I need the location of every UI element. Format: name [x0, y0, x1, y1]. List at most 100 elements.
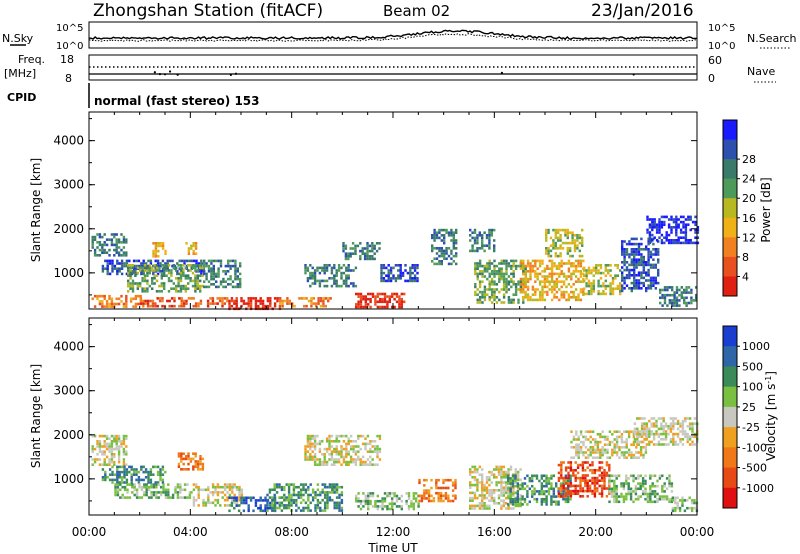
echo-cell: [166, 259, 169, 263]
colorbar-segment: [723, 198, 737, 219]
echo-cell: [692, 299, 695, 302]
echo-cell: [579, 463, 582, 467]
echo-cell: [574, 489, 577, 493]
echo-cell: [159, 493, 163, 497]
echo-cell: [335, 282, 338, 285]
echo-cell: [528, 500, 531, 504]
echo-cell: [586, 495, 589, 498]
echo-cell: [116, 481, 119, 484]
echo-cell: [454, 497, 457, 500]
freq-dot: [500, 71, 504, 74]
echo-cell: [545, 482, 548, 485]
echo-cell: [386, 492, 389, 495]
echo-cell: [587, 438, 590, 441]
echo-cell: [450, 234, 453, 237]
echo-cell: [187, 249, 191, 253]
echo-cell: [310, 304, 313, 308]
echo-cell: [192, 501, 196, 505]
echo-cell: [654, 279, 657, 282]
echo-cell: [319, 493, 322, 497]
echo-cell: [321, 463, 324, 466]
echo-cell: [627, 492, 630, 496]
echo-cell: [586, 482, 589, 485]
echo-cell: [237, 504, 241, 507]
echo-cell: [266, 299, 270, 303]
echo-cell: [261, 499, 265, 502]
echo-cell: [632, 430, 636, 433]
echo-cell: [507, 298, 511, 302]
echo-cell: [141, 287, 144, 290]
echo-cell: [557, 228, 560, 232]
echo-cell: [305, 304, 308, 308]
echo-cell: [366, 458, 370, 461]
echo-cell: [105, 455, 109, 459]
echo-cell: [679, 241, 683, 245]
echo-cell: [636, 432, 639, 436]
echo-cell: [519, 468, 522, 471]
echo-cell: [121, 496, 124, 499]
echo-cell: [538, 296, 542, 299]
echo-cell: [227, 262, 230, 265]
echo-cell: [621, 261, 624, 264]
echo-cell: [607, 284, 610, 288]
echo-cell: [481, 507, 484, 510]
echo-cell: [607, 271, 610, 275]
echo-cell: [534, 275, 537, 278]
echo-cell: [239, 262, 242, 265]
echo-cell: [183, 483, 187, 486]
echo-cell: [118, 476, 121, 479]
echo-cell: [409, 266, 412, 270]
echo-cell: [490, 481, 493, 484]
echo-cell: [333, 491, 336, 494]
echo-cell: [637, 261, 641, 264]
echo-cell: [488, 296, 491, 299]
echo-cell: [610, 479, 614, 483]
echo-cell: [519, 503, 522, 506]
echo-cell: [318, 279, 322, 283]
echo-cell: [450, 249, 453, 253]
echo-cell: [550, 482, 553, 485]
echo-cell: [196, 274, 199, 277]
echo-cell: [322, 297, 325, 300]
echo-cell: [129, 264, 132, 267]
echo-cell: [133, 493, 136, 497]
echo-cell: [637, 258, 641, 261]
echo-cell: [374, 499, 377, 503]
echo-cell: [206, 302, 210, 305]
echo-cell: [292, 498, 296, 502]
echo-cell: [361, 247, 364, 250]
echo-cell: [397, 264, 400, 267]
echo-cell: [367, 292, 370, 296]
echo-cell: [347, 266, 350, 270]
echo-cell: [142, 264, 145, 268]
echo-cell: [376, 445, 379, 448]
echo-cell: [587, 282, 591, 285]
echo-cell: [574, 492, 577, 495]
echo-cell: [543, 285, 547, 289]
echo-cell: [598, 474, 601, 477]
echo-cell: [554, 228, 557, 232]
echo-cell: [192, 242, 195, 245]
echo-cell: [359, 458, 362, 461]
echo-cell: [584, 446, 588, 449]
echo-cell: [570, 446, 573, 449]
echo-cell: [399, 271, 402, 275]
echo-cell: [572, 296, 575, 299]
echo-cell: [531, 270, 535, 273]
echo-cell: [211, 483, 215, 486]
echo-cell: [313, 440, 317, 443]
colorbar-tick-label: 8: [742, 251, 749, 264]
echo-cell: [357, 445, 360, 448]
echo-cell: [579, 440, 583, 444]
echo-cell: [149, 470, 153, 474]
echo-cell: [101, 243, 104, 247]
echo-cell: [547, 252, 550, 255]
echo-cell: [259, 506, 262, 510]
echo-cell: [686, 435, 689, 438]
echo-cell: [583, 292, 586, 296]
echo-cell: [543, 298, 547, 302]
echo-cell: [620, 492, 623, 496]
echo-cell: [316, 498, 320, 502]
echo-cell: [98, 235, 102, 239]
echo-cell: [618, 430, 621, 433]
